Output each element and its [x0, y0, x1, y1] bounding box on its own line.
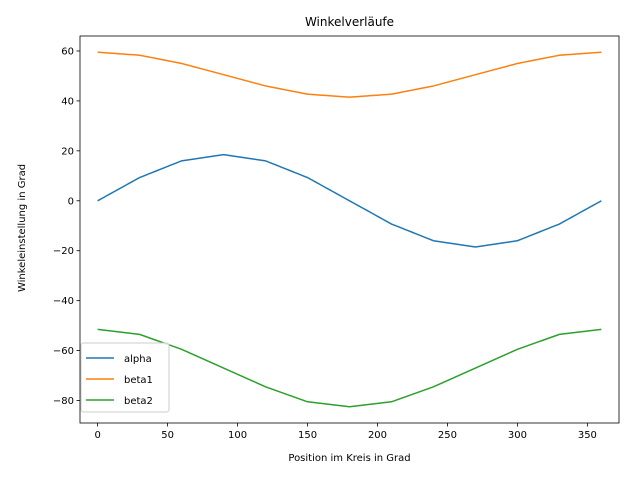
- y-tick-label: −40: [53, 296, 74, 307]
- legend-label-alpha: alpha: [124, 354, 152, 365]
- plot-frame: [79, 35, 620, 424]
- chart-title: Winkelverläufe: [305, 15, 394, 29]
- series-line-alpha: [97, 153, 602, 248]
- x-tick-label: 0: [94, 430, 100, 441]
- x-tick-label: 50: [161, 430, 174, 441]
- x-tick-label: 100: [228, 430, 247, 441]
- legend-box: [80, 342, 170, 413]
- x-tick-label: 300: [508, 430, 527, 441]
- series-line-beta2: [97, 328, 602, 408]
- plot-area: [79, 35, 620, 424]
- y-tick-label: 40: [61, 96, 74, 107]
- y-tick-label: −20: [53, 246, 74, 257]
- x-axis: 0 50 100 150 200 250 300 350: [94, 423, 597, 441]
- x-tick-label: 350: [578, 430, 597, 441]
- y-tick-label: 60: [61, 46, 74, 57]
- y-axis: −80 −60 −40 −20 0 20 40 60: [53, 46, 80, 407]
- y-axis-label: Winkeleinstellung in Grad: [17, 164, 28, 292]
- legend-label-beta1: beta1: [124, 375, 153, 386]
- x-tick-label: 250: [438, 430, 457, 441]
- y-tick-label: −80: [53, 396, 74, 407]
- x-axis-label: Position im Kreis in Grad: [288, 453, 410, 464]
- y-tick-label: 0: [68, 196, 74, 207]
- legend-label-beta2: beta2: [124, 396, 153, 407]
- y-tick-label: 20: [61, 146, 74, 157]
- y-tick-label: −60: [53, 346, 74, 357]
- legend: alpha beta1 beta2: [80, 342, 170, 413]
- x-tick-label: 200: [368, 430, 387, 441]
- series-line-beta1: [97, 51, 602, 98]
- x-tick-label: 150: [298, 430, 317, 441]
